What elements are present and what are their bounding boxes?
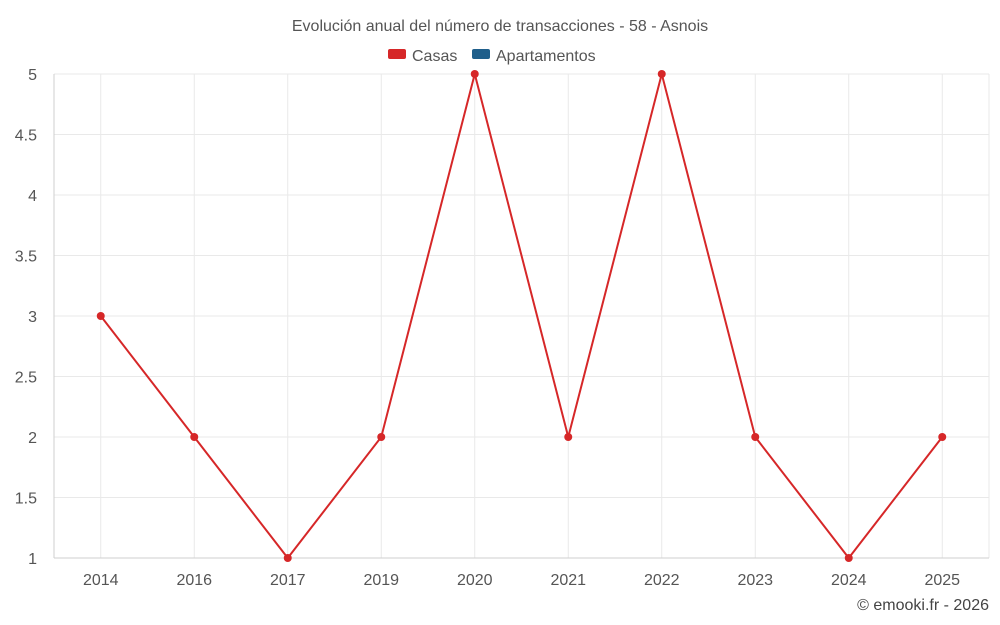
grid	[54, 73, 990, 559]
y-axis: 1 1.5 2 2.5 3 3.5 4 4.5 5	[15, 67, 55, 568]
x-tick-label-2019: 2019	[363, 572, 399, 589]
legend-label-casas: Casas	[412, 48, 457, 65]
data-point-2024[interactable]	[844, 554, 853, 562]
y-tick-label: 1	[28, 551, 37, 568]
series-casas	[96, 70, 947, 562]
y-tick-label: 1.5	[15, 491, 37, 508]
data-point-2020[interactable]	[470, 70, 479, 78]
x-tick-label-2021: 2021	[550, 572, 586, 589]
y-tick-label: 2	[28, 430, 37, 447]
y-tick-label: 4	[28, 188, 37, 205]
x-tick-label-2022: 2022	[644, 572, 680, 589]
legend: Casas Apartamentos	[388, 48, 596, 65]
y-tick-label: 3	[28, 309, 37, 326]
data-point-2025[interactable]	[938, 433, 947, 441]
y-tick-label: 2.5	[15, 370, 37, 387]
x-tick-label-2017: 2017	[270, 572, 306, 589]
data-point-2021[interactable]	[564, 433, 573, 441]
x-tick-label-2023: 2023	[737, 572, 773, 589]
data-point-2023[interactable]	[751, 433, 760, 441]
data-point-2019[interactable]	[377, 433, 386, 441]
legend-swatch-apartamentos	[472, 49, 490, 59]
chart-title: Evolución anual del número de transaccio…	[292, 18, 708, 35]
legend-item-casas[interactable]: Casas	[388, 48, 457, 65]
y-tick-label: 3.5	[15, 249, 37, 266]
legend-swatch-casas	[388, 49, 406, 59]
y-tick-label: 5	[28, 67, 37, 84]
x-tick-label-2024: 2024	[831, 572, 867, 589]
x-tick-label-2014: 2014	[83, 572, 119, 589]
x-tick-label-2025: 2025	[924, 572, 960, 589]
series-line-casas	[99, 73, 944, 559]
data-point-2017[interactable]	[283, 554, 292, 562]
data-point-2014[interactable]	[96, 312, 105, 320]
x-tick-label-2020: 2020	[457, 572, 493, 589]
legend-label-apartamentos: Apartamentos	[496, 48, 596, 65]
x-tick-label-2016: 2016	[176, 572, 212, 589]
data-point-2016[interactable]	[190, 433, 199, 441]
data-point-2022[interactable]	[657, 70, 666, 78]
x-axis: 2014 2016 2017 2019 2020 2021 2022 2023 2024 2025	[54, 557, 989, 589]
credit-text: © emooki.fr - 2026	[857, 597, 989, 614]
legend-item-apartamentos[interactable]: Apartamentos	[472, 48, 596, 65]
y-tick-label: 4.5	[15, 128, 37, 145]
